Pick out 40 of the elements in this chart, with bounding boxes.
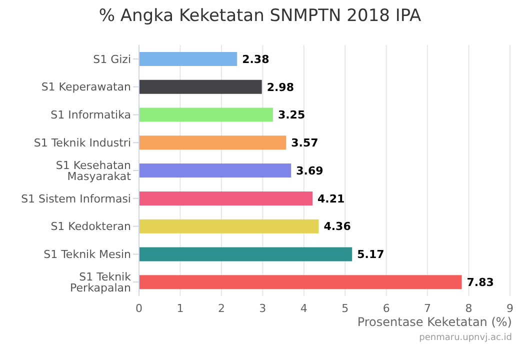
bar [139,275,462,290]
data-label: 3.57 [291,136,318,150]
x-tick-label: 9 [506,302,514,315]
y-tick-label: S1 Sistem Informasi [21,192,131,206]
bar [139,247,352,262]
bar [139,219,319,234]
data-label: 3.69 [296,164,324,178]
bar [139,80,262,94]
x-tick-label: 5 [342,302,349,315]
data-label: 4.36 [324,220,352,234]
y-tick-label: S1 Kesehatan Masyarakat [56,158,132,183]
x-tick-label: 3 [259,302,266,315]
bar [139,108,273,122]
bar [139,52,238,66]
y-tick-label: S1 Kedokteran [50,220,132,234]
x-tick-label: 7 [424,302,432,315]
data-label: 2.98 [266,80,294,94]
x-tick-label: 4 [300,302,308,315]
x-tick-label: 1 [176,302,184,315]
chart-title: % Angka Keketatan SNMPTN 2018 IPA [98,6,422,26]
bar [139,191,313,206]
y-tick-label: S1 Keperawatan [41,80,132,94]
data-label: 7.83 [466,276,494,290]
y-tick-label: S1 Gizi [93,52,131,66]
bar [139,164,292,178]
y-tick-label: S1 Teknik Industri [34,136,131,150]
data-label: 2.38 [242,52,270,66]
data-label: 5.17 [357,248,384,262]
x-tick-label: 6 [382,302,390,315]
x-tick-label: 0 [136,302,142,315]
y-tick-label: S1 Informatika [50,108,131,122]
y-tick-label: S1 Teknik Perkapalan [70,270,132,294]
y-tick-label: S1 Teknik Mesin [44,248,132,262]
text: penmaru.upnvj.ac.id [419,333,512,343]
x-axis-title: Prosentase Keketatan (%) [357,315,512,329]
x-tick-label: 8 [465,302,472,315]
bar [139,136,286,150]
data-label: 4.21 [318,192,345,206]
data-label: 3.25 [278,108,306,122]
x-tick-label: 2 [218,302,225,315]
